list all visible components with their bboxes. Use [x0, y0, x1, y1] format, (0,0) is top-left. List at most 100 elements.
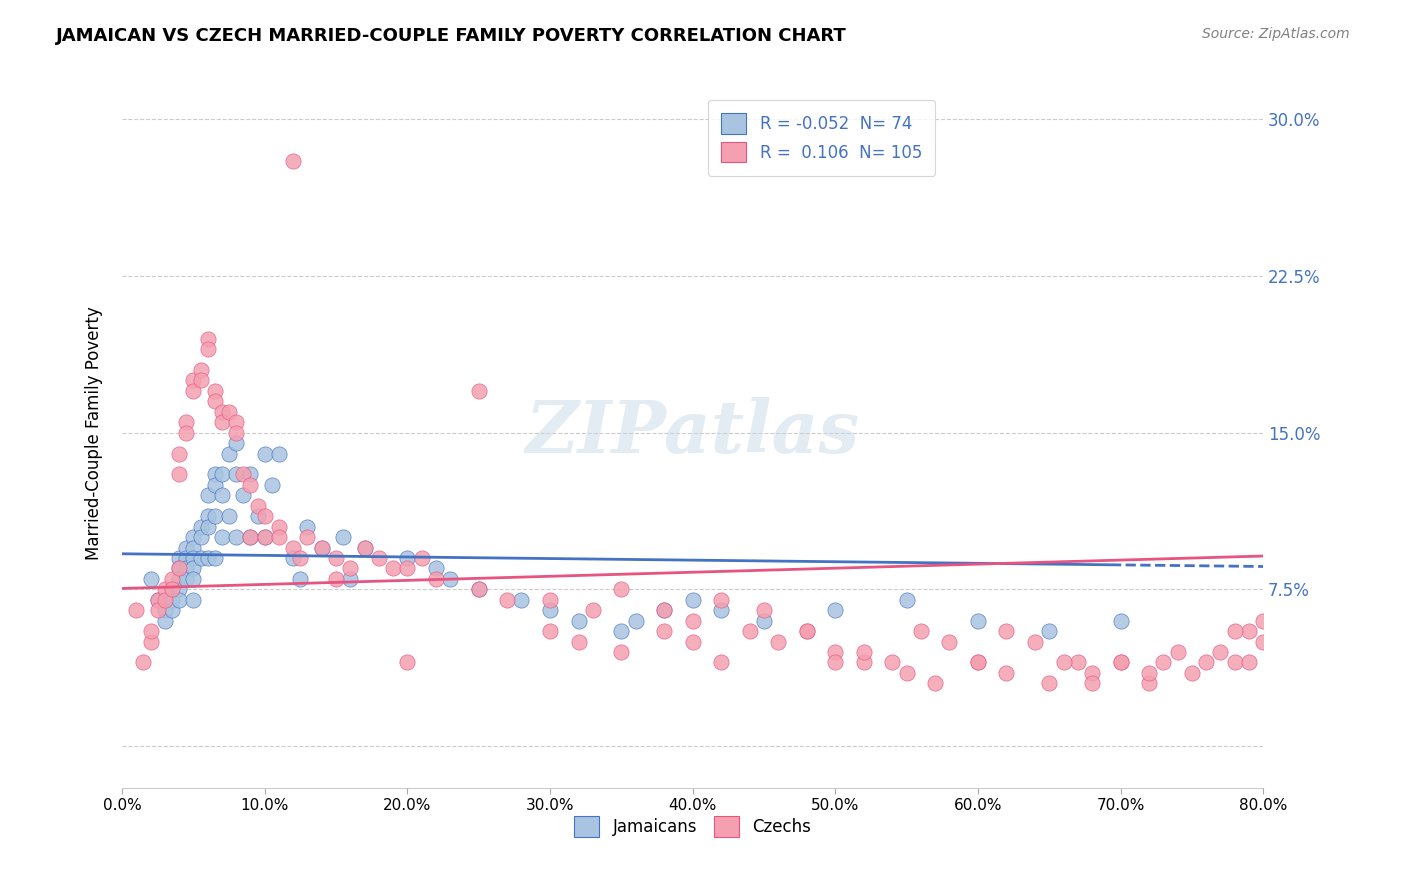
Point: [167, 467, 190, 482]
Point: [467, 582, 489, 597]
Point: [382, 561, 405, 575]
Point: [1081, 676, 1104, 690]
Point: [183, 572, 205, 586]
Point: [1137, 665, 1160, 680]
Point: [174, 415, 197, 429]
Point: [467, 384, 489, 398]
Point: [267, 519, 290, 533]
Point: [253, 509, 276, 524]
Point: [132, 656, 155, 670]
Point: [204, 478, 226, 492]
Point: [1251, 614, 1274, 628]
Point: [290, 572, 312, 586]
Point: [146, 603, 169, 617]
Text: Source: ZipAtlas.com: Source: ZipAtlas.com: [1202, 27, 1350, 41]
Point: [297, 519, 319, 533]
Point: [253, 446, 276, 460]
Point: [197, 332, 219, 346]
Point: [253, 530, 276, 544]
Point: [167, 551, 190, 566]
Point: [174, 551, 197, 566]
Point: [239, 530, 262, 544]
Point: [204, 467, 226, 482]
Point: [624, 614, 647, 628]
Point: [582, 603, 605, 617]
Point: [153, 603, 176, 617]
Point: [967, 614, 990, 628]
Point: [325, 572, 347, 586]
Point: [439, 572, 461, 586]
Point: [311, 541, 333, 555]
Point: [610, 582, 633, 597]
Point: [211, 467, 233, 482]
Point: [538, 624, 561, 639]
Point: [183, 592, 205, 607]
Point: [396, 656, 419, 670]
Point: [267, 446, 290, 460]
Point: [139, 572, 162, 586]
Point: [1024, 634, 1046, 648]
Point: [174, 541, 197, 555]
Point: [225, 467, 247, 482]
Point: [967, 656, 990, 670]
Point: [183, 530, 205, 544]
Point: [204, 509, 226, 524]
Point: [567, 614, 589, 628]
Point: [167, 582, 190, 597]
Point: [995, 624, 1018, 639]
Point: [225, 415, 247, 429]
Point: [1038, 624, 1060, 639]
Point: [652, 603, 675, 617]
Point: [710, 592, 733, 607]
Point: [682, 634, 704, 648]
Point: [190, 519, 212, 533]
Point: [211, 415, 233, 429]
Point: [682, 592, 704, 607]
Point: [283, 551, 305, 566]
Point: [1067, 656, 1090, 670]
Point: [218, 405, 240, 419]
Point: [160, 572, 183, 586]
Point: [160, 592, 183, 607]
Point: [411, 551, 433, 566]
Point: [710, 656, 733, 670]
Point: [167, 446, 190, 460]
Point: [197, 519, 219, 533]
Point: [225, 425, 247, 440]
Point: [567, 634, 589, 648]
Point: [218, 509, 240, 524]
Point: [174, 572, 197, 586]
Point: [197, 551, 219, 566]
Point: [197, 488, 219, 502]
Point: [183, 384, 205, 398]
Point: [297, 530, 319, 544]
Point: [1109, 656, 1132, 670]
Point: [204, 551, 226, 566]
Point: [995, 665, 1018, 680]
Point: [910, 624, 932, 639]
Point: [160, 603, 183, 617]
Point: [852, 656, 875, 670]
Point: [710, 603, 733, 617]
Point: [1223, 656, 1246, 670]
Point: [239, 530, 262, 544]
Point: [283, 541, 305, 555]
Point: [190, 551, 212, 566]
Point: [796, 624, 818, 639]
Point: [1223, 624, 1246, 639]
Point: [125, 603, 148, 617]
Point: [232, 488, 254, 502]
Point: [1109, 614, 1132, 628]
Point: [896, 592, 918, 607]
Point: [325, 551, 347, 566]
Point: [967, 656, 990, 670]
Point: [211, 530, 233, 544]
Point: [225, 436, 247, 450]
Point: [339, 561, 361, 575]
Text: JAMAICAN VS CZECH MARRIED-COUPLE FAMILY POVERTY CORRELATION CHART: JAMAICAN VS CZECH MARRIED-COUPLE FAMILY …: [56, 27, 846, 45]
Point: [139, 624, 162, 639]
Point: [652, 603, 675, 617]
Point: [167, 561, 190, 575]
Point: [204, 384, 226, 398]
Point: [852, 645, 875, 659]
